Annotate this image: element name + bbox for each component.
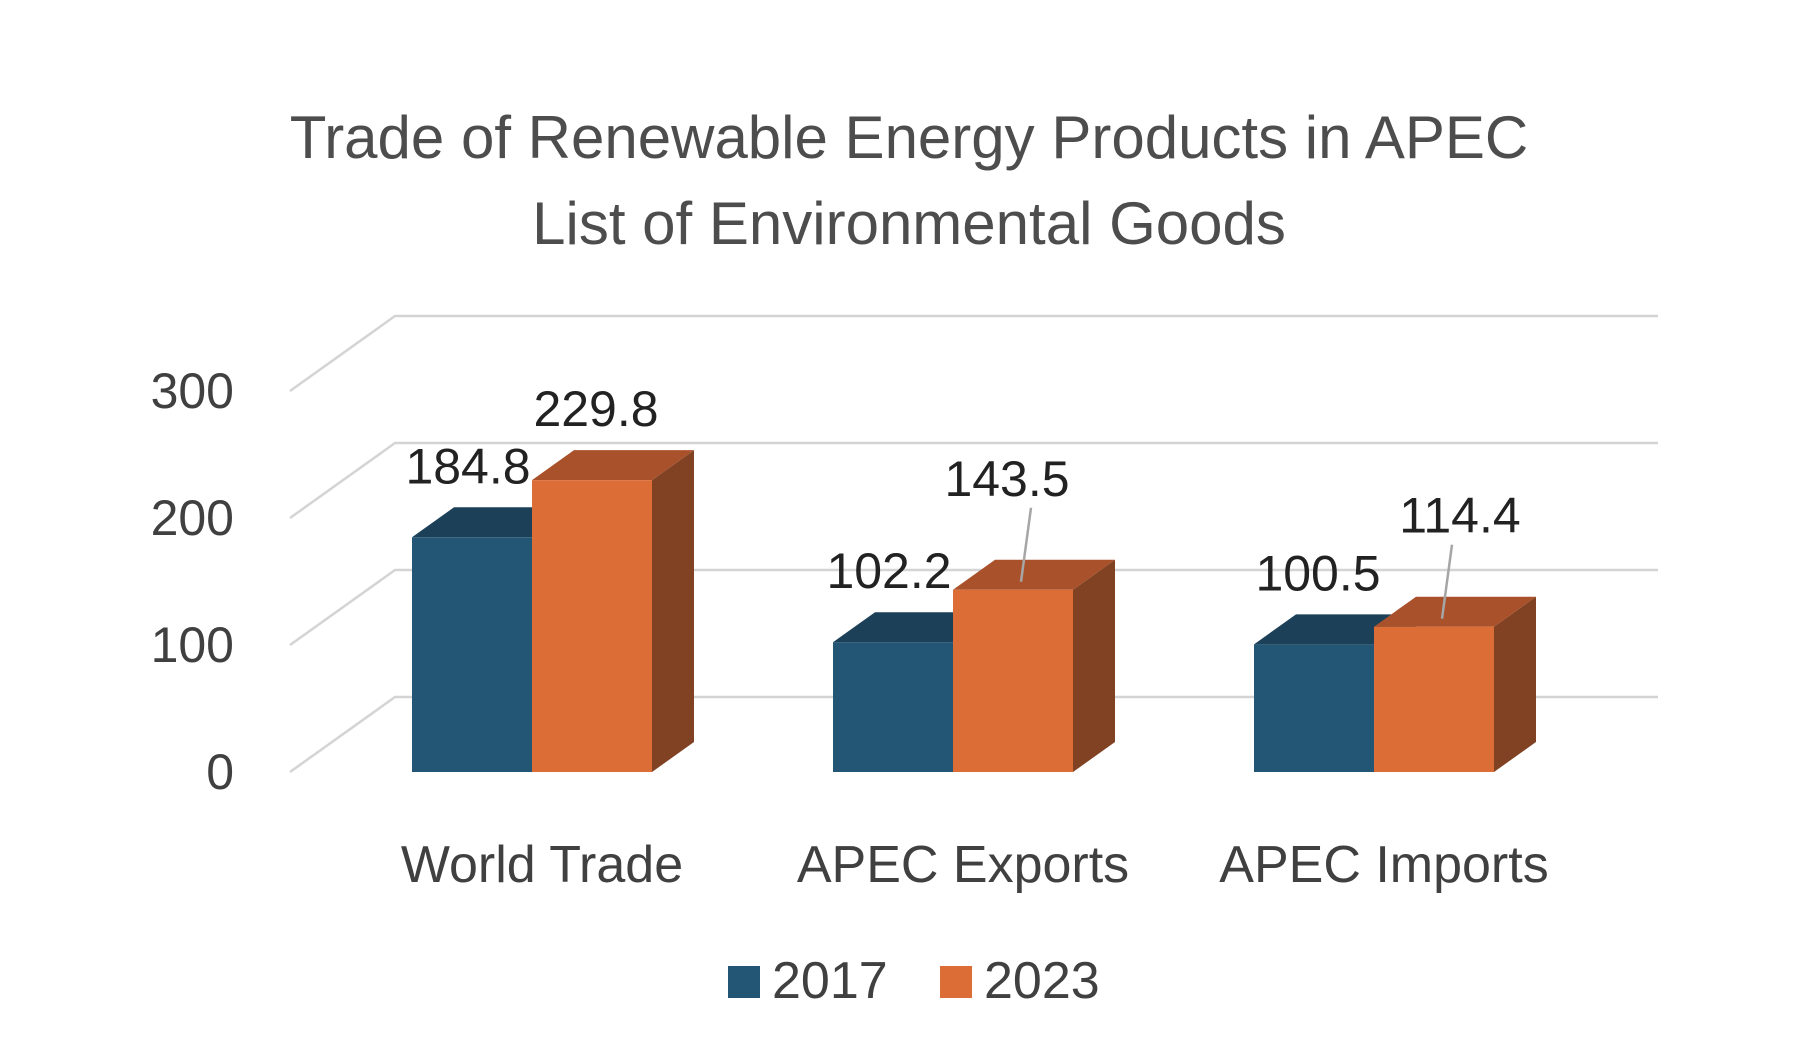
bar-top-face <box>532 450 694 481</box>
bar-front-face <box>532 480 652 772</box>
gridline <box>289 695 1658 774</box>
chart-title: Trade of Renewable Energy Products in AP… <box>290 104 1528 257</box>
legend-item: 2023 <box>940 952 1100 1010</box>
y-tick-label: 200 <box>151 490 234 546</box>
legend-swatch <box>728 966 760 998</box>
bar <box>953 559 1115 772</box>
bar-front-face <box>953 589 1073 772</box>
bar-front-face <box>833 642 953 772</box>
data-label: 184.8 <box>405 438 530 494</box>
bar-top-face <box>953 559 1115 590</box>
data-label: 229.8 <box>533 381 658 437</box>
data-label-leader <box>1440 544 1454 619</box>
bar-front-face <box>1254 644 1374 772</box>
y-tick-label: 100 <box>151 617 234 673</box>
bar <box>1374 596 1536 772</box>
bar-side-face <box>1494 596 1536 772</box>
y-axis-ticks: 0 100 200 300 <box>151 363 234 800</box>
legend-item: 2017 <box>728 952 888 1010</box>
data-label-leader <box>1019 507 1033 582</box>
bar-side-face <box>652 450 694 772</box>
x-category-label: World Trade <box>401 836 683 894</box>
bar <box>532 450 694 772</box>
data-label: 100.5 <box>1255 545 1380 601</box>
x-category-label: APEC Exports <box>797 836 1129 894</box>
data-label: 102.2 <box>826 543 951 599</box>
gridline <box>289 441 1658 520</box>
gridline <box>289 314 1658 393</box>
y-tick-label: 300 <box>151 363 234 419</box>
legend: 2017 2023 <box>728 952 1100 1010</box>
data-label: 114.4 <box>1399 488 1520 544</box>
x-category-label: APEC Imports <box>1219 836 1548 894</box>
legend-label: 2023 <box>984 952 1100 1010</box>
bar-front-face <box>412 537 532 772</box>
chart-title-line-1: Trade of Renewable Energy Products in AP… <box>290 104 1528 171</box>
gridline <box>289 568 1658 647</box>
gridlines <box>289 314 1658 774</box>
bar-top-face <box>1374 596 1536 627</box>
bar-front-face <box>1374 626 1494 772</box>
y-tick-label: 0 <box>206 744 234 800</box>
data-label: 143.5 <box>944 451 1069 507</box>
legend-label: 2017 <box>772 952 888 1010</box>
bars <box>412 450 1536 772</box>
bar-side-face <box>1073 559 1115 772</box>
legend-swatch <box>940 966 972 998</box>
x-axis-categories: World Trade APEC Exports APEC Imports <box>401 836 1549 894</box>
chart-title-line-2: List of Environmental Goods <box>532 190 1286 257</box>
